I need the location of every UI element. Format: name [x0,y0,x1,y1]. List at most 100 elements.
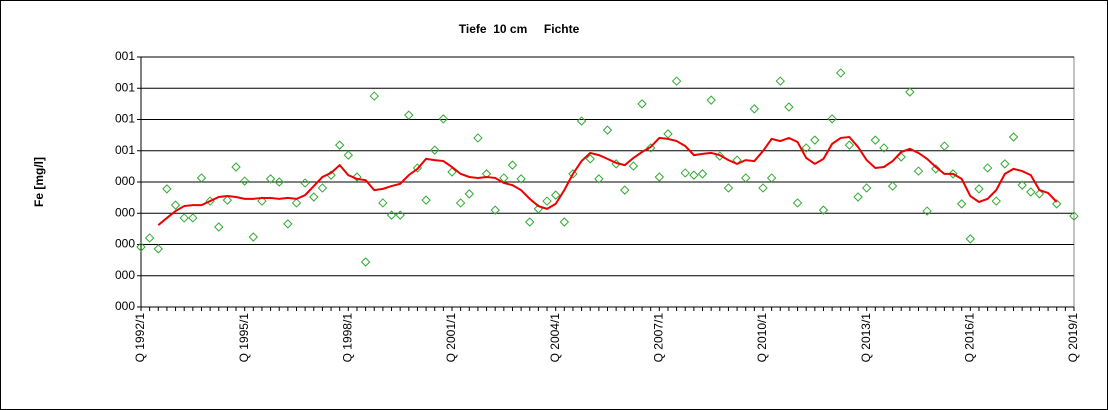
data-point [637,99,647,109]
data-point [879,143,889,153]
x-tick-label: Q 1998/1 [341,313,355,363]
data-point [965,234,976,244]
data-point [784,102,794,112]
data-point [905,87,915,97]
data-point [887,181,898,191]
data-point [853,192,863,202]
data-point [334,140,345,150]
data-point [628,161,639,171]
data-point [576,116,587,126]
x-tick-label: Q 2019/1 [1066,313,1080,363]
data-point [291,198,302,208]
data-point [645,143,656,153]
x-tick-label: Q 1992/1 [133,313,147,363]
data-point [343,150,354,160]
y-tick-label: 000 [115,205,135,219]
x-tick-label: Q 2016/1 [963,313,977,363]
y-tick-label: 000 [115,237,135,251]
data-point [671,76,682,86]
data-point [948,169,958,179]
data-point [248,232,259,242]
data-point [836,68,846,78]
y-axis-label: Fe [mg/l] [32,157,46,207]
data-point [706,95,716,105]
data-point [136,242,146,252]
x-tick-label: Q 2007/1 [652,313,666,363]
data-point [525,217,535,227]
data-point [559,217,570,227]
x-tick-label: Q 2004/1 [548,313,562,363]
data-point [352,172,362,182]
data-point [697,169,708,179]
y-tick-label: 001 [115,143,135,157]
data-point [594,174,604,184]
data-point [231,162,241,172]
data-point [188,213,198,223]
data-point [931,164,941,174]
data-point [317,183,328,193]
data-point [1008,132,1019,142]
y-tick-label: 001 [115,80,135,94]
data-point [309,192,319,202]
data-point [153,244,163,254]
data-point [455,198,466,208]
data-point [827,114,837,124]
data-point [239,176,250,186]
data-point [939,141,950,151]
data-point [447,167,457,177]
data-point [775,76,785,86]
data-point [196,173,207,183]
data-point [810,135,820,145]
data-point [792,198,803,208]
data-point [1000,159,1010,169]
data-point [1034,189,1045,199]
x-tick-label: Q 1995/1 [237,313,251,363]
data-point [162,184,172,194]
data-point [222,195,233,205]
data-point [386,210,397,220]
y-tick-label: 001 [115,49,135,63]
data-point [680,168,690,178]
data-point [956,199,967,209]
data-point [395,210,405,220]
data-point [991,196,1001,206]
y-tick-label: 001 [115,112,135,126]
x-tick-label: Q 2010/1 [755,313,769,363]
data-point [654,172,665,182]
data-point [369,91,379,101]
data-point [801,143,811,153]
data-point [741,173,751,183]
data-point [870,135,881,145]
data-point [516,174,526,184]
x-tick-label: Q 2013/1 [859,313,873,363]
y-tick-label: 000 [115,174,135,188]
data-point [602,125,613,135]
data-point [473,133,483,143]
data-point [585,154,595,164]
data-point [378,198,388,208]
data-point [913,166,924,176]
data-point [861,183,872,193]
data-point [265,174,276,184]
data-point [490,205,500,215]
trend-line [157,135,1058,226]
data-point [568,169,578,179]
data-point [550,190,561,200]
data-point [766,173,777,183]
data-point [758,183,768,193]
data-point [274,177,284,187]
y-tick-label: 000 [115,268,135,282]
data-point [723,183,734,193]
data-point [749,104,760,114]
data-point [1052,199,1062,209]
data-point [620,185,630,195]
data-point [1069,211,1079,221]
data-point [430,145,440,155]
data-point [507,160,518,170]
data-point [464,189,474,199]
data-point [214,222,224,232]
data-point [818,205,829,215]
data-point [179,213,189,223]
